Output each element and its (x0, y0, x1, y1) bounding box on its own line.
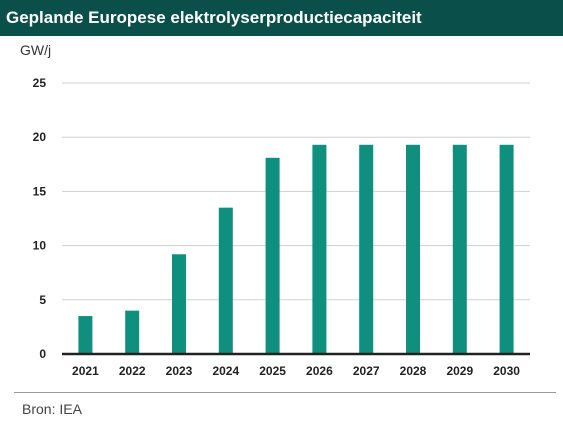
x-tick-label: 2029 (446, 364, 473, 378)
y-tick-label: 0 (39, 347, 46, 361)
y-tick-label: 20 (33, 130, 47, 144)
x-tick-label: 2025 (259, 364, 286, 378)
bar (359, 144, 374, 354)
x-tick-label: 2021 (72, 364, 99, 378)
x-tick-label: 2026 (306, 364, 333, 378)
bar (452, 144, 467, 354)
source-note: Bron: IEA (22, 401, 82, 417)
x-tick-label: 2030 (493, 364, 520, 378)
bar (218, 207, 233, 354)
y-axis-label: GW/j (20, 42, 52, 58)
x-tick-label: 2027 (353, 364, 380, 378)
y-tick-label: 10 (33, 239, 47, 253)
y-tick-label: 5 (39, 293, 46, 307)
x-tick-label: 2024 (212, 364, 239, 378)
y-tick-label: 25 (33, 76, 47, 90)
y-tick-label: 15 (33, 184, 47, 198)
bar (406, 144, 420, 354)
chart-title: Geplande Europese elektrolyserproductiec… (0, 0, 563, 36)
x-tick-label: 2028 (400, 364, 427, 378)
bar (78, 316, 93, 354)
bar (125, 310, 140, 354)
x-tick-label: 2023 (166, 364, 193, 378)
source-divider (14, 392, 556, 393)
bar (172, 254, 186, 354)
bar (312, 144, 327, 354)
x-tick-label: 2022 (119, 364, 146, 378)
bar (265, 157, 280, 354)
bar (499, 144, 514, 354)
